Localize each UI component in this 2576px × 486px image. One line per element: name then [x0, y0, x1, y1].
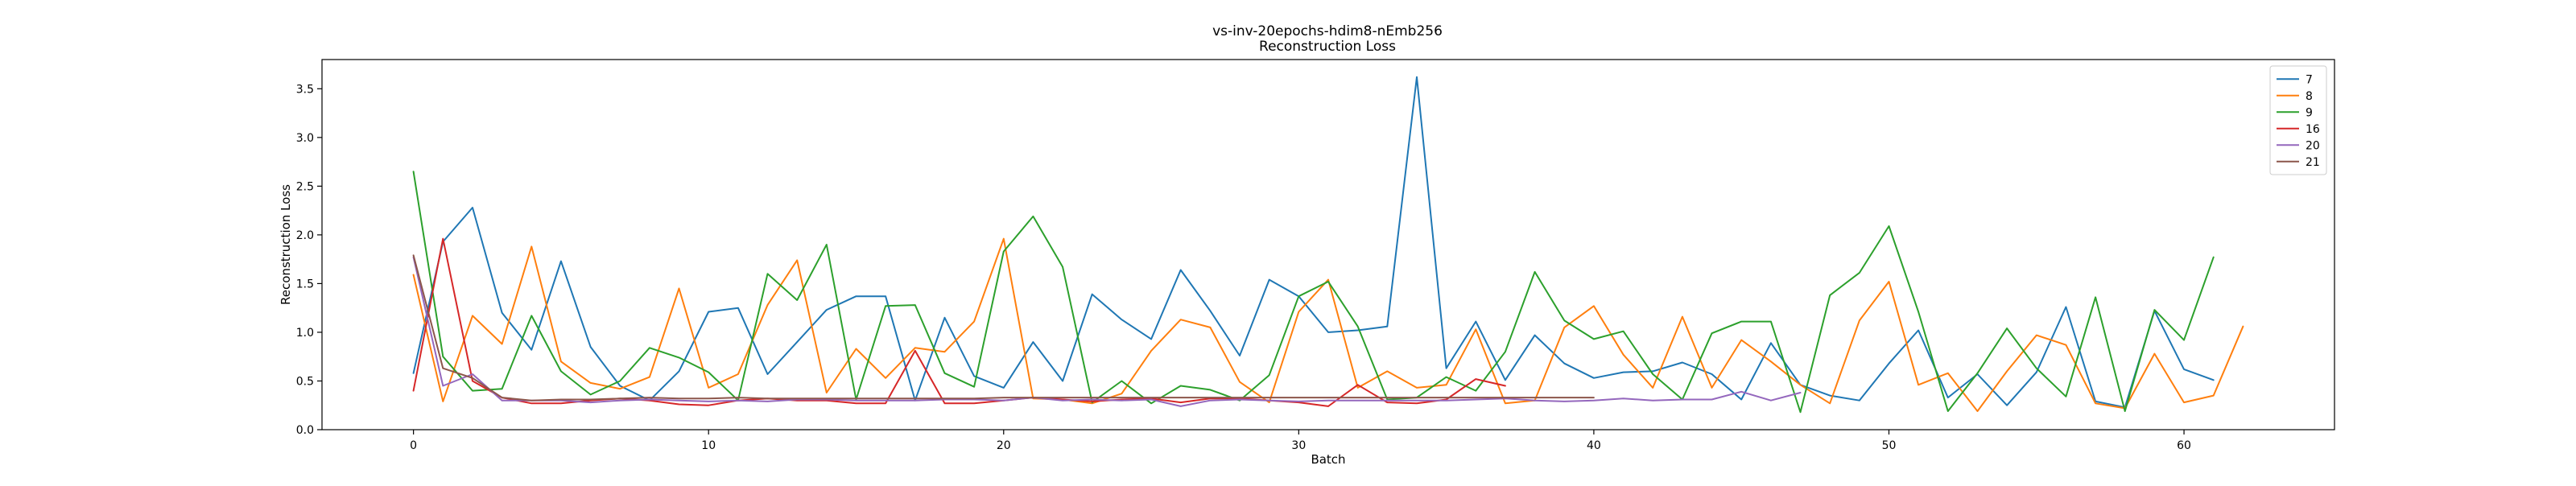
x-tick-label: 10	[701, 439, 716, 452]
y-tick-label: 0.5	[296, 375, 314, 388]
y-tick-label: 1.0	[296, 327, 314, 340]
y-tick-label: 2.0	[296, 229, 314, 242]
legend-label-16: 16	[2306, 123, 2320, 136]
y-tick-label: 1.5	[296, 278, 314, 290]
legend-box	[2269, 65, 2327, 175]
series-line-7	[412, 76, 2215, 409]
x-tick-label: 50	[1882, 439, 1897, 452]
plot-frame	[321, 59, 2335, 430]
legend-label-20: 20	[2306, 139, 2320, 152]
legend-label-9: 9	[2306, 106, 2313, 119]
x-tick-label: 40	[1587, 439, 1601, 452]
legend-label-8: 8	[2306, 90, 2313, 103]
y-tick-label: 2.5	[296, 180, 314, 193]
x-tick-label: 60	[2177, 439, 2191, 452]
series-line-21	[412, 254, 1595, 402]
y-tick-label: 0.0	[296, 424, 314, 437]
series-line-20	[412, 256, 1802, 407]
x-axis: 0 10 20 30 40 50 60	[410, 430, 2191, 452]
legend-label-21: 21	[2306, 156, 2320, 169]
x-tick-label: 0	[410, 439, 417, 452]
chart-subtitle: Reconstruction Loss	[1259, 39, 1396, 55]
series-lines	[412, 76, 2244, 414]
x-tick-label: 20	[997, 439, 1011, 452]
chart-title: vs-inv-20epochs-hdim8-nEmb256	[1212, 23, 1443, 39]
y-axis: 0.0 0.5 1.0 1.5 2.0 2.5 3.0 3.5	[296, 83, 322, 437]
y-axis-label: Reconstruction Loss	[279, 184, 293, 305]
y-tick-label: 3.5	[296, 83, 314, 96]
x-axis-label: Batch	[1311, 452, 1345, 467]
legend: 7 8 9 16 20 21	[2269, 65, 2327, 175]
y-tick-label: 3.0	[296, 132, 314, 145]
x-tick-label: 30	[1291, 439, 1306, 452]
plot-area	[322, 60, 2334, 430]
series-line-9	[412, 171, 2215, 414]
legend-label-7: 7	[2306, 73, 2313, 86]
plot-background	[322, 60, 2334, 430]
